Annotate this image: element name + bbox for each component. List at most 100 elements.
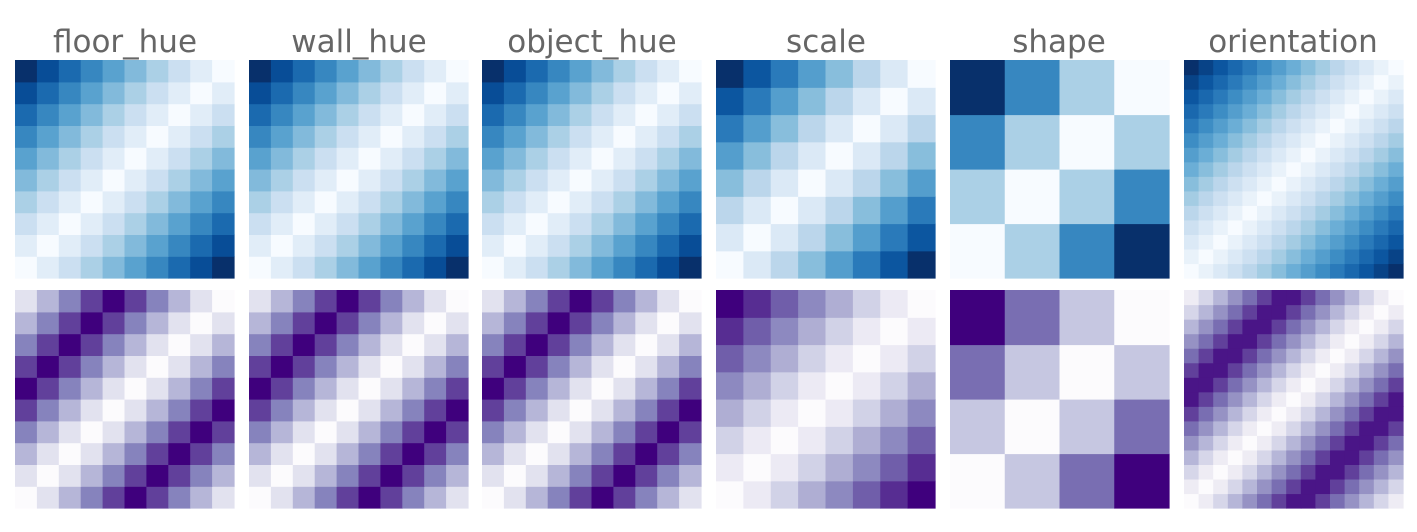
heatmap-cell <box>547 290 571 313</box>
heatmap-cell <box>168 256 191 279</box>
heatmap-cell <box>168 333 191 356</box>
heatmap-cell <box>1388 60 1404 76</box>
heatmap-cell <box>146 256 169 279</box>
heatmap-cell <box>1184 103 1200 119</box>
heatmap-cell <box>880 317 909 346</box>
heatmap-cell <box>1257 234 1273 250</box>
heatmap-cell <box>907 371 936 400</box>
heatmap-cell <box>380 486 403 509</box>
heatmap-cell <box>1286 406 1302 422</box>
heatmap-cell <box>798 114 827 143</box>
heatmap-cell <box>1373 118 1389 134</box>
heatmap-cell <box>825 250 854 279</box>
heatmap-cell <box>1388 304 1404 320</box>
heatmap-cell <box>270 81 294 105</box>
heatmap-cell <box>102 290 126 313</box>
heatmap-cell <box>743 426 772 455</box>
heatmap-cell <box>569 486 593 509</box>
heatmap-cell <box>798 250 827 279</box>
heatmap-cell <box>1271 478 1287 495</box>
heatmap-cell <box>212 377 235 400</box>
heatmap-cell <box>907 426 936 455</box>
heatmap-cell <box>102 234 126 257</box>
heatmap-cell <box>1004 453 1061 509</box>
heatmap-cell <box>1388 190 1404 206</box>
heatmap-cell <box>292 399 316 422</box>
heatmap-cell <box>1271 377 1287 393</box>
heatmap-cell <box>880 223 909 252</box>
heatmap-cell <box>314 420 338 444</box>
heatmap-cell <box>657 464 680 487</box>
heatmap-cell <box>1388 464 1404 480</box>
heatmap-cell <box>825 141 854 170</box>
heatmap-cell <box>635 420 658 444</box>
heatmap-cell <box>124 420 147 444</box>
heatmap-cell <box>1330 406 1346 422</box>
heatmap-cell <box>1315 391 1331 407</box>
heatmap-cell <box>1184 493 1200 509</box>
heatmap-cell <box>1344 304 1360 320</box>
heatmap-cell <box>1315 190 1331 206</box>
heatmap-cell <box>1184 319 1200 335</box>
heatmap-cell <box>358 290 381 313</box>
heatmap-cell <box>1257 464 1273 480</box>
heatmap-cell <box>146 311 169 335</box>
heatmap-cell <box>102 420 126 444</box>
heatmap-cell <box>36 190 60 214</box>
heatmap-cell <box>1315 176 1331 192</box>
heatmap-cell <box>591 125 614 148</box>
heatmap-cell <box>880 399 909 427</box>
heatmap-cell <box>635 333 658 356</box>
heatmap-cell <box>102 190 126 214</box>
heatmap-cell <box>907 480 936 509</box>
heatmap-cell <box>1388 319 1404 335</box>
heatmap-cell <box>270 169 294 192</box>
heatmap-cell <box>358 125 381 148</box>
heatmap-cell <box>1300 493 1316 509</box>
heatmap-cell <box>569 60 593 83</box>
heatmap-cell <box>1300 103 1316 119</box>
heatmap-cell <box>358 147 381 170</box>
heatmap-cell <box>446 333 469 356</box>
heatmap-cell <box>80 103 104 126</box>
heatmap-cell <box>1198 248 1214 265</box>
heatmap-cell <box>446 399 469 422</box>
heatmap-cell <box>1059 114 1115 170</box>
heatmap-cell <box>146 486 169 509</box>
heatmap-cell <box>1213 319 1229 335</box>
heatmap-cell <box>1344 464 1360 480</box>
heatmap-cell <box>1315 420 1331 436</box>
heatmap-cell <box>1359 89 1375 105</box>
heatmap-cell <box>1242 132 1258 148</box>
heatmap-cell <box>716 223 744 252</box>
heatmap-cell <box>547 420 571 444</box>
heatmap-cell <box>1388 333 1404 349</box>
heatmap-cell <box>58 377 82 400</box>
heatmap-cell <box>907 141 936 170</box>
heatmap-cell <box>146 60 169 83</box>
heatmap-cell <box>358 256 381 279</box>
heatmap-cell <box>591 147 614 170</box>
heatmap-cell <box>36 169 60 192</box>
heatmap-cell <box>380 125 403 148</box>
heatmap-cell <box>1344 263 1360 279</box>
heatmap-cell <box>591 420 614 444</box>
heatmap-cell <box>1213 176 1229 192</box>
column-titles: floor_hue wall_hue object_hue scale shap… <box>53 24 1378 60</box>
heatmap-cell <box>1359 406 1375 422</box>
heatmap-cell <box>249 256 272 279</box>
heatmap-panel-row2-col5 <box>950 290 1170 509</box>
heatmap-cell <box>1213 89 1229 105</box>
heatmap-cell <box>1004 114 1061 170</box>
heatmap-cell <box>1373 478 1389 495</box>
heatmap-cell <box>1300 190 1316 206</box>
heatmap-cell <box>1344 219 1360 235</box>
heatmap-cell <box>569 234 593 257</box>
heatmap-cell <box>525 290 549 313</box>
heatmap-cell <box>1271 406 1287 422</box>
heatmap-cell <box>1004 223 1061 279</box>
heatmap-cell <box>503 125 527 148</box>
heatmap-cell <box>1242 319 1258 335</box>
heatmap-cell <box>168 290 191 313</box>
heatmap-cell <box>446 125 469 148</box>
